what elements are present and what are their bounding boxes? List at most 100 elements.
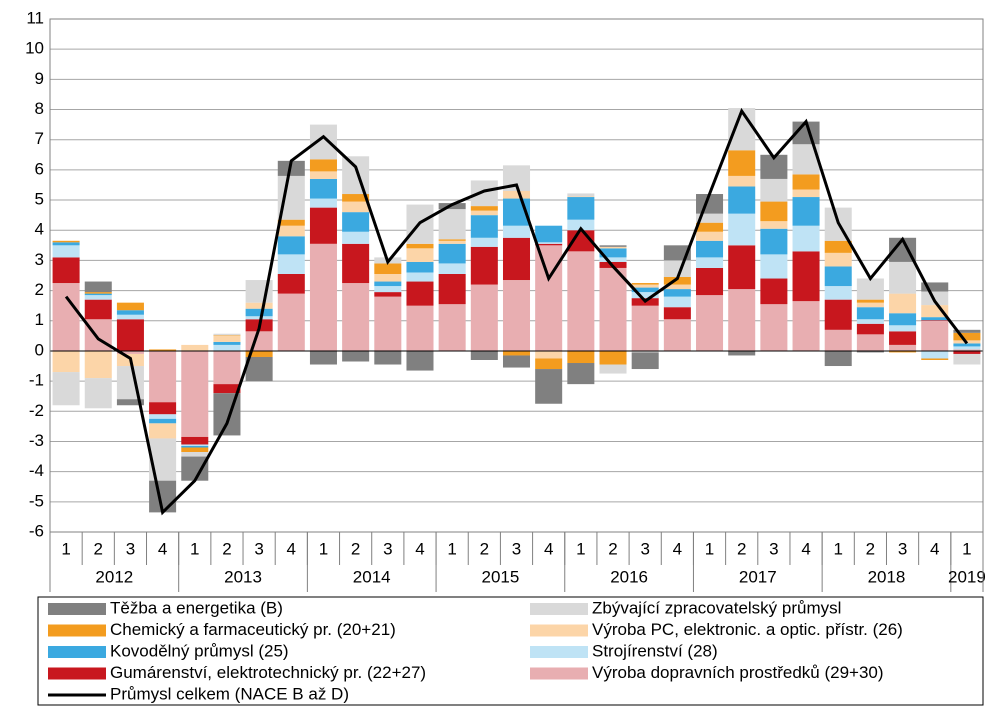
bar-segment — [245, 316, 273, 320]
bar-segment — [760, 201, 788, 222]
bar-segment — [309, 198, 337, 208]
bar-segment — [760, 254, 788, 279]
bar-segment — [342, 201, 370, 213]
bar-segment — [342, 212, 370, 232]
x-tick-label: 1 — [962, 539, 971, 558]
y-tick-label: 2 — [35, 280, 44, 299]
bar-segment — [631, 284, 659, 288]
bar-segment — [438, 304, 466, 351]
bar-segment — [631, 292, 659, 299]
bar-segment — [149, 423, 177, 439]
bar-segment — [567, 350, 595, 364]
legend-label: Zbývající zpracovatelský průmysl — [592, 598, 841, 617]
bar-segment — [52, 257, 80, 284]
bar-segment — [181, 444, 209, 446]
y-tick-label: 3 — [35, 250, 44, 269]
legend-swatch — [530, 603, 588, 615]
bar-segment — [406, 248, 434, 262]
bar-segment — [792, 189, 820, 198]
bar-segment — [696, 267, 724, 296]
x-group-label: 2016 — [610, 567, 648, 586]
bar-segment — [149, 350, 177, 403]
y-tick-label: 9 — [35, 69, 44, 88]
bar-segment — [824, 252, 852, 267]
bar-segment — [502, 355, 531, 368]
bar-segment — [470, 246, 498, 285]
x-tick-label: 3 — [254, 539, 263, 558]
bar-segment — [567, 197, 595, 220]
bar-segment — [84, 292, 112, 294]
x-tick-label: 3 — [383, 539, 392, 558]
bar-segment — [149, 414, 177, 419]
x-tick-label: 2 — [94, 539, 103, 558]
bar-segment — [181, 452, 209, 457]
bar-segment — [535, 358, 563, 370]
y-tick-label: -3 — [29, 431, 44, 450]
bar-segment — [663, 307, 691, 320]
x-group-label: 2012 — [95, 567, 133, 586]
bar-segment — [921, 320, 949, 321]
bar-segment — [631, 350, 659, 353]
x-tick-label: 2 — [351, 539, 360, 558]
bar-segment — [696, 257, 724, 268]
x-tick-label: 1 — [61, 539, 70, 558]
bar-segment — [406, 281, 434, 306]
bar-segment — [277, 225, 305, 237]
bar-segment — [760, 221, 788, 229]
bar-segment — [116, 366, 144, 400]
legend-swatch — [530, 667, 588, 680]
bar-segment — [277, 254, 305, 274]
y-tick-label: 7 — [35, 129, 44, 148]
bar-segment — [277, 219, 305, 226]
bar-segment — [792, 225, 820, 252]
x-tick-label: 2 — [866, 539, 875, 558]
bar-segment — [889, 313, 917, 326]
legend-swatch — [48, 646, 106, 658]
bar-segment — [599, 245, 627, 247]
x-tick-label: 1 — [190, 539, 199, 558]
line-series — [64, 107, 969, 516]
bar-segment — [856, 350, 884, 353]
bar-segment — [309, 243, 337, 351]
bar-segment — [470, 215, 498, 238]
legend-swatch — [530, 624, 588, 637]
legend-label: Výroba PC, elektronic. a optic. přístr. … — [592, 620, 903, 639]
legend-swatch — [530, 646, 588, 658]
x-tick-label: 4 — [287, 539, 296, 558]
bar-segment — [374, 286, 402, 293]
x-group-label: 2015 — [481, 567, 519, 586]
x-tick-label: 1 — [319, 539, 328, 558]
bar-segment — [502, 237, 531, 281]
bar-segment — [213, 344, 241, 351]
y-tick-label: 1 — [35, 310, 44, 329]
bar-segment — [181, 447, 209, 453]
bar-segment — [921, 350, 949, 359]
bar-segment — [760, 304, 788, 351]
bar-segment — [696, 231, 724, 241]
bar-segment — [149, 349, 177, 351]
x-group-label: 2018 — [868, 567, 906, 586]
bar-segment — [84, 281, 112, 293]
bar-segment — [342, 156, 370, 195]
bar-segment — [567, 363, 595, 385]
x-group-label: 2019 — [948, 567, 986, 586]
bar-segment — [342, 194, 370, 202]
bar-segment — [374, 263, 402, 274]
bar-segment — [470, 206, 498, 211]
bar-segment — [889, 261, 917, 294]
x-tick-label: 4 — [801, 539, 810, 558]
bar-segment — [696, 240, 724, 258]
bar-segment — [792, 251, 820, 302]
bar-segment — [535, 243, 563, 246]
bar-segment — [213, 384, 241, 394]
bar-segment — [309, 350, 337, 365]
bar-segment — [342, 283, 370, 351]
bar-segment — [567, 219, 595, 231]
bar-segment — [728, 186, 756, 214]
bar-segment — [567, 251, 595, 351]
bar-segment — [502, 225, 531, 238]
legend-label: Strojírenství (28) — [592, 641, 718, 660]
x-tick-label: 3 — [769, 539, 778, 558]
bar-segment — [728, 150, 756, 176]
bar-segment — [213, 335, 241, 336]
